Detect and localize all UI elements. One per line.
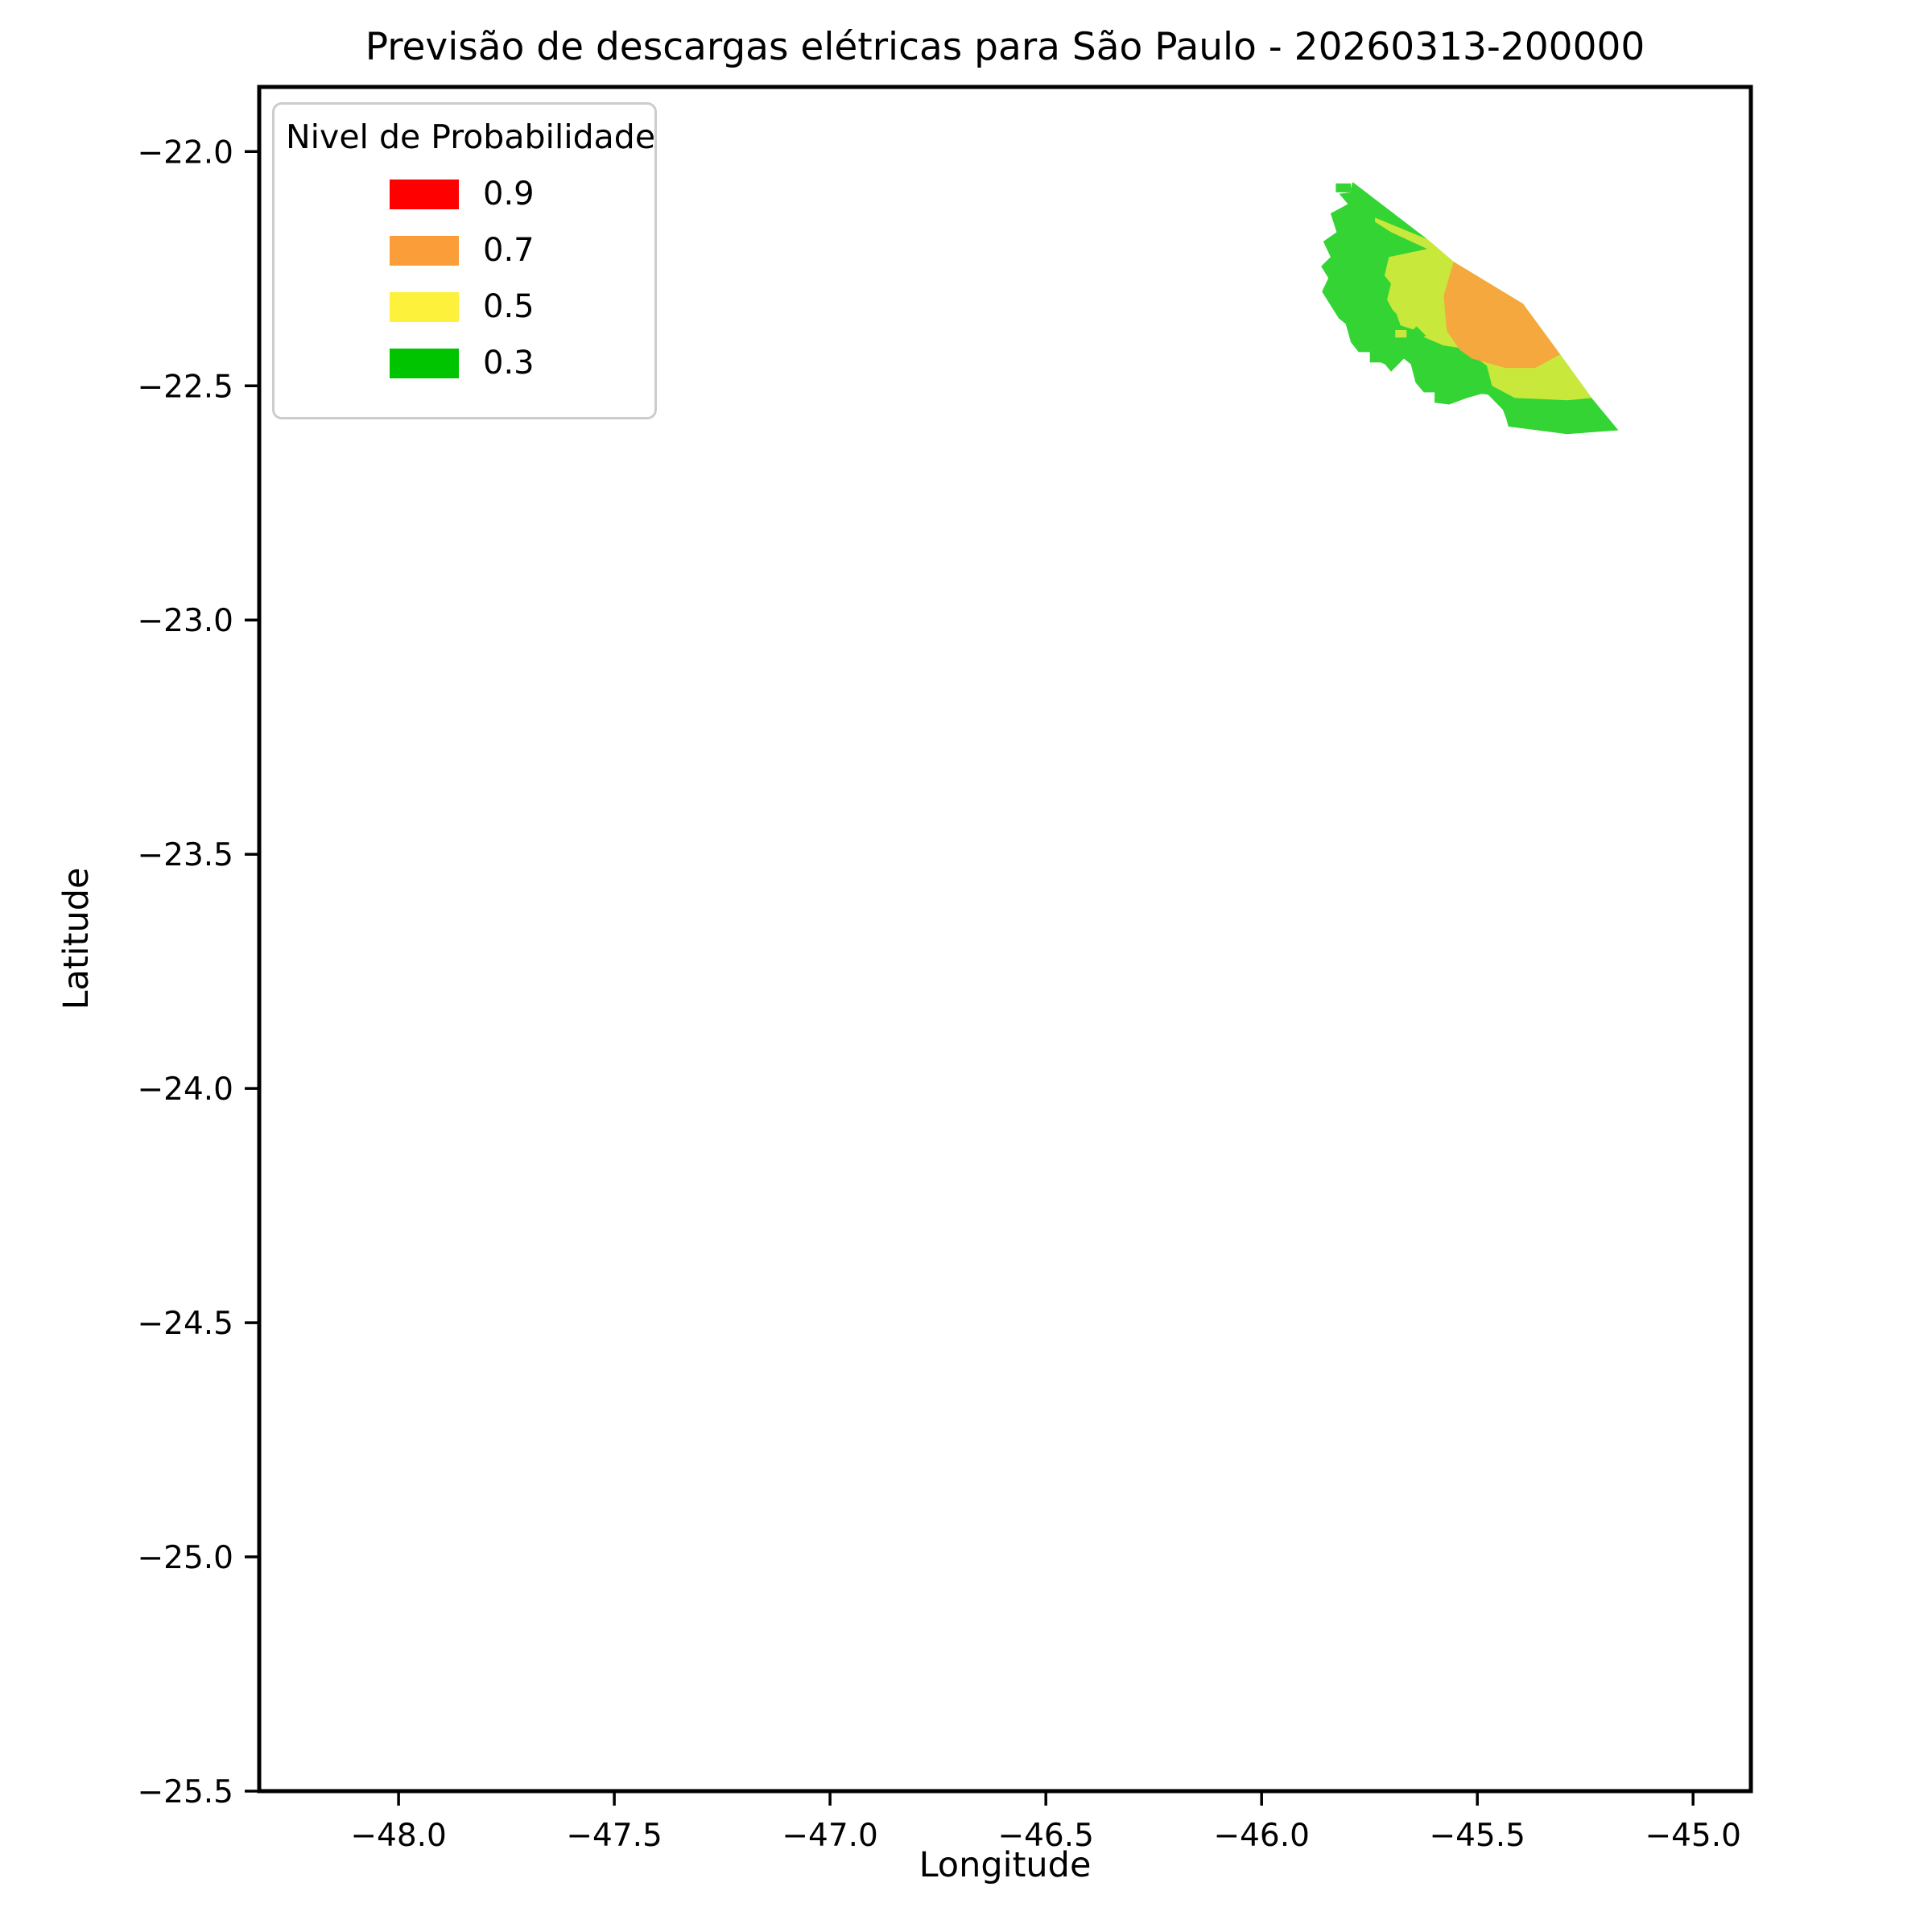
y-tick-label: −24.0: [137, 1071, 233, 1108]
region-prob-0.3-notch: [1335, 183, 1352, 192]
x-tick-label: −46.5: [997, 1818, 1094, 1854]
y-tick-label: −25.5: [137, 1774, 233, 1810]
legend-swatch: [390, 291, 459, 322]
legend-title: Nivel de Probabilidade: [286, 118, 656, 156]
y-tick-label: −22.5: [137, 369, 233, 405]
legend-label: 0.7: [483, 232, 535, 269]
x-axis-label: Longitude: [919, 1845, 1092, 1885]
region-prob-0.7: [1443, 262, 1561, 369]
legend-row: 0.3: [286, 345, 643, 382]
region-prob-0.5-mini-rect: [1395, 330, 1407, 338]
x-tick-label: −47.0: [782, 1818, 878, 1854]
x-tick-label: −48.0: [350, 1818, 447, 1854]
legend-swatch: [390, 235, 459, 266]
legend-label: 0.3: [483, 345, 535, 382]
legend-row: 0.9: [286, 175, 643, 213]
legend-swatch: [390, 179, 459, 209]
legend-label: 0.9: [483, 175, 535, 213]
region-prob-0.3-triangle-inlier: [1406, 326, 1426, 336]
y-tick-label: −22.0: [137, 134, 233, 171]
y-tick-label: −23.5: [137, 837, 233, 873]
y-tick-label: −23.0: [137, 603, 233, 639]
y-tick-label: −25.0: [137, 1540, 233, 1576]
legend: Nivel de Probabilidade 0.9 0.7 0.5 0.3: [272, 102, 657, 419]
legend-label: 0.5: [483, 288, 535, 325]
legend-swatch: [390, 348, 459, 378]
x-tick-label: −45.5: [1429, 1818, 1525, 1854]
legend-row: 0.7: [286, 232, 643, 269]
x-tick-label: −47.5: [566, 1818, 663, 1854]
y-axis-label: Latitude: [56, 867, 97, 1010]
legend-row: 0.5: [286, 288, 643, 325]
x-tick-label: −45.0: [1645, 1818, 1741, 1854]
chart-title: Previsão de descargas elétricas para São…: [365, 25, 1645, 69]
x-tick-label: −46.0: [1213, 1818, 1310, 1854]
y-tick-label: −24.5: [137, 1306, 233, 1342]
legend-entries: 0.9 0.7 0.5 0.3: [286, 175, 643, 382]
axes-spine: [257, 85, 1753, 1794]
